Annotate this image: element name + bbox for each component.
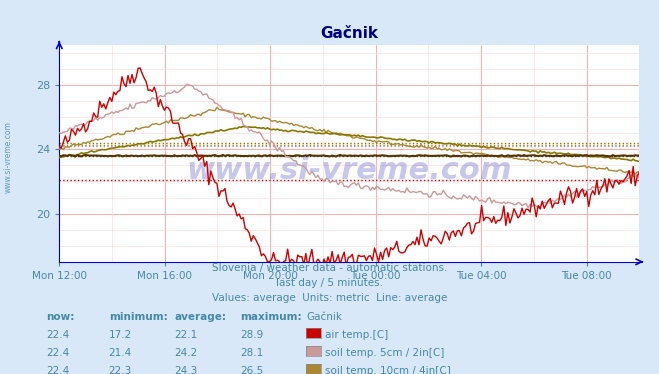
Text: 22.4: 22.4 xyxy=(46,348,69,358)
Text: 28.1: 28.1 xyxy=(241,348,264,358)
Text: 22.3: 22.3 xyxy=(109,366,132,374)
Text: 26.5: 26.5 xyxy=(241,366,264,374)
Text: www.si-vreme.com: www.si-vreme.com xyxy=(186,156,512,185)
Title: Gačnik: Gačnik xyxy=(320,26,378,41)
Text: minimum:: minimum: xyxy=(109,312,167,322)
Text: 22.1: 22.1 xyxy=(175,330,198,340)
Text: average:: average: xyxy=(175,312,227,322)
Text: air temp.[C]: air temp.[C] xyxy=(325,330,388,340)
Text: 28.9: 28.9 xyxy=(241,330,264,340)
Text: 24.2: 24.2 xyxy=(175,348,198,358)
Text: 21.4: 21.4 xyxy=(109,348,132,358)
Text: soil temp. 10cm / 4in[C]: soil temp. 10cm / 4in[C] xyxy=(325,366,451,374)
Text: 24.3: 24.3 xyxy=(175,366,198,374)
Text: last day / 5 minutes.: last day / 5 minutes. xyxy=(276,278,383,288)
Text: www.si-vreme.com: www.si-vreme.com xyxy=(3,121,13,193)
Text: maximum:: maximum: xyxy=(241,312,302,322)
Text: 22.4: 22.4 xyxy=(46,330,69,340)
Text: soil temp. 5cm / 2in[C]: soil temp. 5cm / 2in[C] xyxy=(325,348,444,358)
Text: 17.2: 17.2 xyxy=(109,330,132,340)
Text: Gačnik: Gačnik xyxy=(306,312,343,322)
Text: Slovenia / weather data - automatic stations.: Slovenia / weather data - automatic stat… xyxy=(212,263,447,273)
Text: Values: average  Units: metric  Line: average: Values: average Units: metric Line: aver… xyxy=(212,293,447,303)
Text: now:: now: xyxy=(46,312,74,322)
Text: 22.4: 22.4 xyxy=(46,366,69,374)
